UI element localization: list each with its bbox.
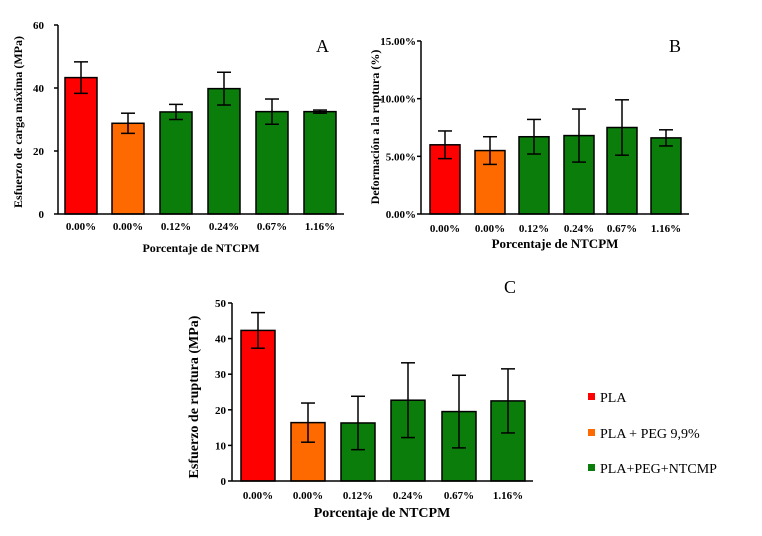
panel-b-errorbar-0 [438, 130, 452, 160]
panel-b-ytick-label-1: 5.00% [386, 151, 416, 163]
panel-c-errorbar-3 [401, 362, 415, 439]
panel-c-errorbar-5 [501, 368, 515, 434]
panel-a-ytick-label-2: 40 [33, 83, 45, 95]
panel-c-xtick-label-0: 0.00% [243, 490, 273, 502]
panel-c-xtick-label-4: 0.67% [444, 490, 474, 502]
panel-c-ytick-label-5: 50 [215, 298, 227, 310]
panel-a-errorbar-1 [121, 112, 135, 135]
panel-c-ylabel: Esfuerzo de ruptura (MPa) [187, 315, 202, 478]
panel-a-errorbar-3 [217, 71, 231, 106]
panel-b-xtick-label-4: 0.67% [607, 223, 637, 235]
panel-a-bar-2 [159, 111, 193, 215]
panel-b-letter: B [669, 36, 681, 56]
panel-c-errorbar-2 [351, 395, 365, 451]
panel-c-xtick-label-2: 0.12% [343, 490, 373, 502]
panel-c-ytick-label-3: 30 [215, 369, 227, 381]
panel-b-ytick-label-3: 15.00% [380, 36, 416, 48]
panel-a-bar-5 [303, 110, 337, 215]
legend-swatch-ntc [588, 464, 595, 471]
panel-c-ytick-label-2: 20 [215, 405, 227, 417]
panel-a-errorbar-4 [265, 98, 279, 125]
panel-c-ytick-label-4: 40 [215, 334, 227, 346]
panel-a-ytick-label-1: 20 [33, 146, 45, 158]
panel-b-ylabel: Deformación a la ruptura (%) [368, 50, 382, 205]
panel-c: 0 10 20 30 40 50 0.00% 0.00% 0.12% 0.24% 0.67% 1.16… [187, 277, 533, 521]
panel-c-errorbar-1 [301, 402, 315, 443]
panel-b-xtick-label-2: 0.12% [519, 223, 549, 235]
panel-b-errorbar-4 [615, 99, 629, 156]
panel-a-errorbar-5 [313, 109, 327, 114]
panel-b-errorbar-1 [483, 135, 497, 166]
panel-b-ytick-label-2: 10.00% [380, 94, 416, 106]
panel-c-ytick-label-1: 10 [215, 440, 227, 452]
panel-b-errorbar-2 [527, 118, 541, 155]
panel-c-ytick-label-0: 0 [221, 476, 227, 488]
panel-b-xtick-label-1: 0.00% [475, 223, 505, 235]
panel-a-letter: A [316, 36, 329, 56]
panel-a-xtick-label-0: 0.00% [66, 221, 96, 233]
legend: PLA PLA + PEG 9,9% PLA+PEG+NTCMP [588, 391, 717, 477]
panel-a-errorbar-2 [169, 103, 183, 121]
panel-c-bar-0 [240, 329, 276, 482]
panel-a-ytick-label-3: 60 [33, 20, 45, 32]
legend-label-peg: PLA + PEG 9,9% [600, 427, 700, 442]
panel-a-bar-0 [64, 76, 98, 215]
panel-c-xtick-label-5: 1.16% [493, 490, 523, 502]
panel-b-errorbar-5 [659, 129, 673, 147]
panel-a-ylabel: Esfuerzo de carga máxima (MPa) [11, 36, 25, 208]
panel-a-bar-3 [207, 87, 241, 215]
legend-label-pla: PLA [600, 391, 627, 406]
panel-b-axes: 0.00% 5.00% 10.00% 15.00% 0.00% 0.00% 0.12% 0.2… [380, 36, 689, 235]
panel-b-xtick-label-0: 0.00% [430, 223, 460, 235]
panel-a-xtick-label-2: 0.12% [161, 221, 191, 233]
panel-c-xtick-label-3: 0.24% [393, 490, 423, 502]
panel-b-bar-5 [650, 137, 682, 215]
panel-a-bar-1 [111, 122, 145, 215]
panel-a-bar-4 [255, 110, 289, 215]
legend-swatch-peg [588, 429, 595, 436]
panel-c-xlabel: Porcentaje de NTCPM [314, 506, 451, 521]
panel-c-errorbar-4 [452, 374, 466, 449]
panel-b-xtick-label-3: 0.24% [564, 223, 594, 235]
legend-swatch-pla [588, 393, 595, 400]
panel-a-errorbar-0 [74, 61, 88, 95]
panel-c-letter: C [504, 277, 516, 297]
panel-c-axes: 0 10 20 30 40 50 0.00% 0.00% 0.12% 0.24% 0.67% 1.16… [215, 298, 533, 502]
panel-b: 0.00% 5.00% 10.00% 15.00% 0.00% 0.00% 0.12% 0.2… [368, 36, 689, 251]
panel-b-ytick-label-0: 0.00% [386, 209, 416, 221]
panel-c-xtick-label-1: 0.00% [293, 490, 323, 502]
legend-label-ntc: PLA+PEG+NTCMP [600, 462, 717, 477]
panel-a-ytick-label-0: 0 [39, 209, 45, 221]
panel-a-axes: 0 20 40 60 0.00% 0.00% 0.12% 0.24% 0.67% 1.16% [33, 20, 344, 233]
panel-a-xtick-label-1: 0.00% [113, 221, 143, 233]
panel-a-xtick-label-5: 1.16% [305, 221, 335, 233]
panel-c-errorbar-0 [251, 311, 265, 349]
panel-a-xlabel: Porcentaje de NTCPM [142, 241, 259, 255]
panel-a-bars [64, 61, 337, 215]
panel-c-bars [240, 311, 526, 482]
panel-a-xtick-label-4: 0.67% [257, 221, 287, 233]
panel-b-xlabel: Porcentaje de NTCPM [492, 236, 619, 251]
panel-b-bars [429, 99, 682, 215]
panel-b-errorbar-3 [572, 108, 586, 163]
panel-b-xtick-label-5: 1.16% [651, 223, 681, 235]
panel-a-xtick-label-3: 0.24% [209, 221, 239, 233]
